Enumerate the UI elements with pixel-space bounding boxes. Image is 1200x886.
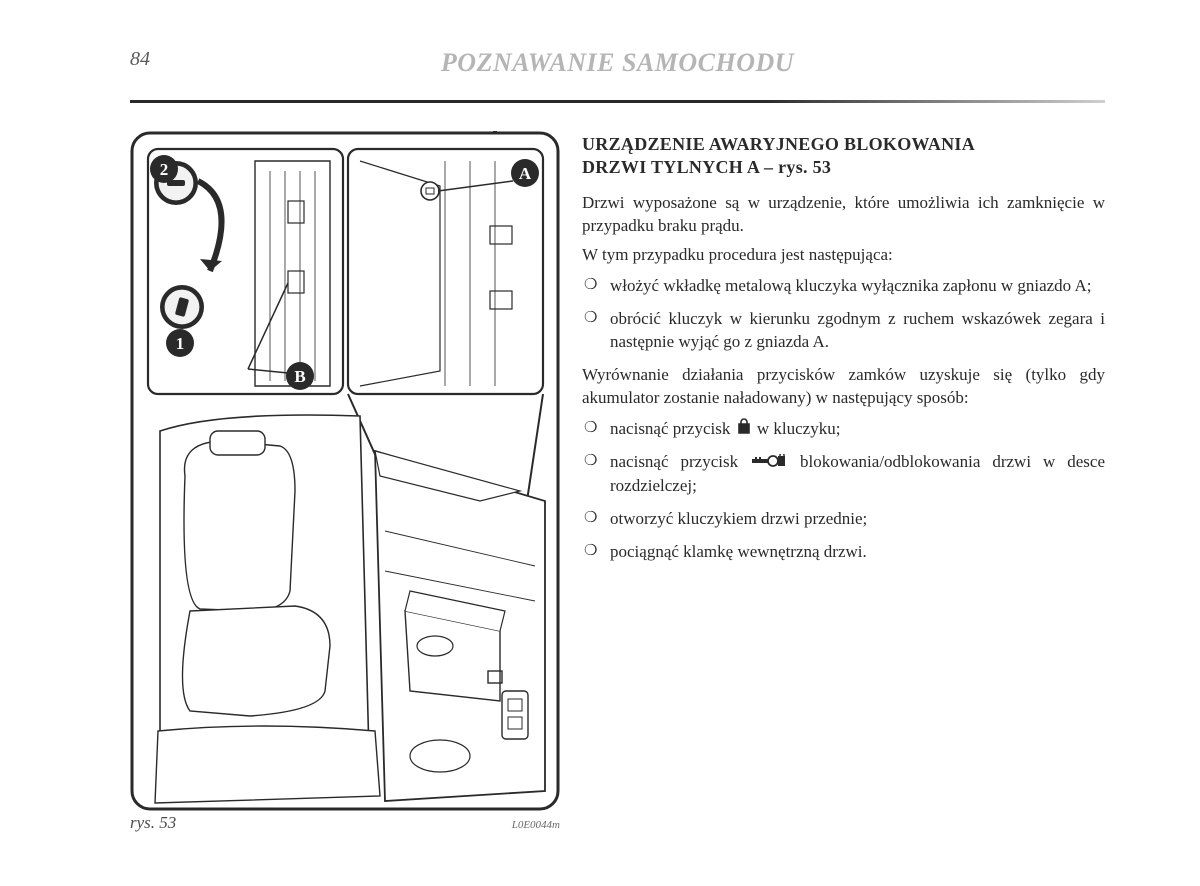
- figure-code: L0E0044m: [512, 819, 560, 831]
- callout-1: 1: [176, 334, 185, 353]
- page-number: 84: [130, 48, 150, 71]
- procedure-list-1: włożyć wkładkę metalową kluczyka wyłączn…: [582, 275, 1105, 354]
- list-item: nacisnąć przycisk blokowania/odblokowani…: [582, 451, 1105, 498]
- paragraph: Drzwi wyposażone są w urządzenie, które …: [582, 192, 1105, 238]
- figure-53: 2 1 B: [130, 131, 560, 811]
- list-item: włożyć wkładkę metalową kluczyka wyłączn…: [582, 275, 1105, 298]
- title-line-1: URZĄDZENIE AWARYJNEGO BLOKOWANIA: [582, 134, 975, 154]
- key-lock-icon: [752, 452, 786, 475]
- callout-b: B: [294, 367, 305, 386]
- chapter-title: POZNAWANIE SAMOCHODU: [130, 48, 1105, 78]
- text-fragment: nacisnąć przycisk: [610, 452, 738, 471]
- section-title: URZĄDZENIE AWARYJNEGO BLOKOWANIA DRZWI T…: [582, 133, 1105, 178]
- lock-icon: [737, 418, 751, 441]
- callout-2: 2: [160, 160, 169, 179]
- list-item: otworzyć kluczykiem drzwi przednie;: [582, 508, 1105, 531]
- paragraph: W tym przypadku procedura jest następują…: [582, 244, 1105, 267]
- list-item: obrócić kluczyk w kierunku zgodnym z ruc…: [582, 308, 1105, 354]
- procedure-list-2: nacisnąć przycisk w kluczyku; nacisnąć p…: [582, 418, 1105, 564]
- text-column: URZĄDZENIE AWARYJNEGO BLOKOWANIA DRZWI T…: [582, 131, 1105, 833]
- text-fragment: w kluczyku;: [757, 419, 841, 438]
- text-fragment: nacisnąć przycisk: [610, 419, 730, 438]
- list-item: nacisnąć przycisk w kluczyku;: [582, 418, 1105, 442]
- door-lock-diagram: 2 1 B: [130, 131, 560, 811]
- paragraph: Wyrównanie działania przycisków zamków u…: [582, 364, 1105, 410]
- list-item: pociągnąć klamkę wewnętrzną drzwi.: [582, 541, 1105, 564]
- figure-label: rys. 53: [130, 813, 176, 833]
- title-line-2: DRZWI TYLNYCH A – rys. 53: [582, 157, 831, 177]
- header-rule: [130, 100, 1105, 103]
- callout-a: A: [519, 164, 532, 183]
